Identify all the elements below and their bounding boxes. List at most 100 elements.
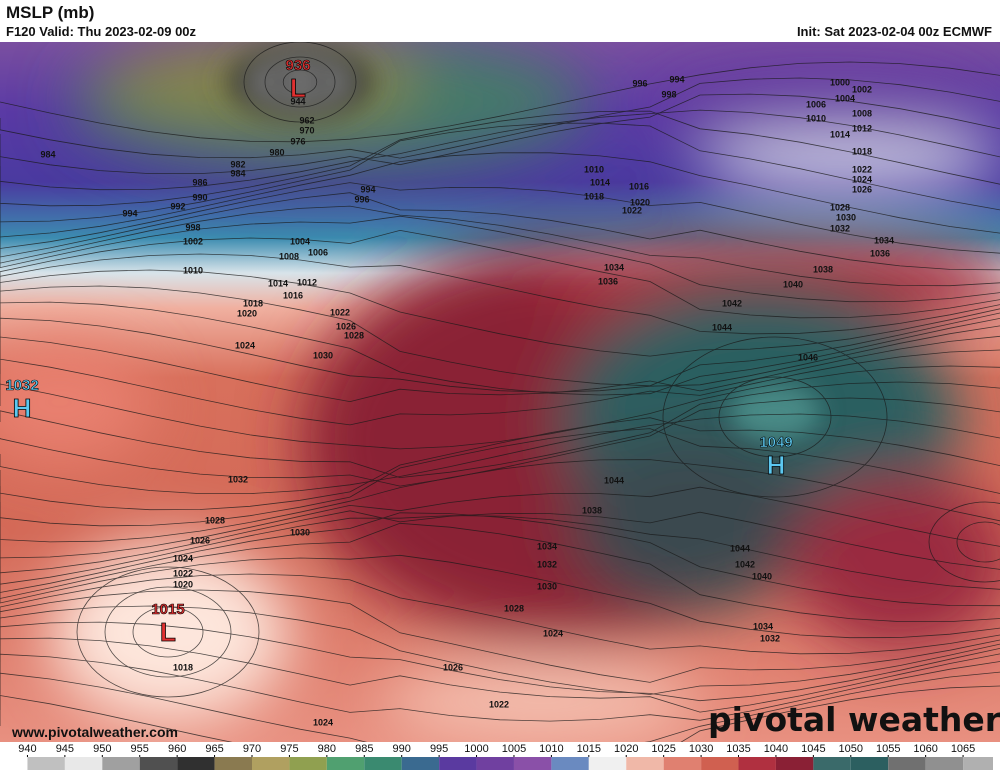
colorbar-label: 975: [280, 743, 298, 755]
isobar: [0, 653, 1000, 722]
isobar: [282, 69, 318, 95]
isobar-label: 1028: [830, 202, 850, 212]
isobar: [718, 376, 832, 458]
colorbar-label: 990: [393, 743, 411, 755]
website: www.pivotalweather.com: [12, 724, 178, 740]
isobar-label: 1020: [237, 308, 257, 318]
center-type: H: [767, 450, 786, 480]
isobar-label: 1000: [830, 77, 850, 87]
isobar: [0, 459, 1000, 543]
isobar-label: 1022: [173, 568, 193, 578]
isobar: [243, 42, 357, 123]
colorbar-segment: [289, 757, 327, 770]
isobar: [0, 637, 1000, 713]
isobar-label: 1006: [308, 247, 328, 257]
isobar-label: 976: [290, 136, 305, 146]
isobar: [0, 301, 1000, 396]
isobar-label: 1038: [813, 264, 833, 274]
isobar-label: 1038: [582, 505, 602, 515]
isobar-label: 1044: [712, 322, 732, 332]
center-type: L: [160, 617, 176, 647]
isobar: [0, 253, 1000, 335]
isobar-label: 998: [661, 89, 676, 99]
colorbar-segment: [326, 757, 365, 770]
isobar: [0, 554, 1000, 639]
isobar-label: 1014: [590, 177, 610, 187]
isobar: [0, 152, 1000, 238]
isobars: [0, 42, 1000, 742]
colorbar-segment: [551, 757, 589, 770]
colorbar-segment: [925, 757, 964, 770]
isobar-label: 1032: [537, 559, 557, 569]
center-type: L: [290, 73, 306, 103]
isobar-label: 1002: [852, 84, 872, 94]
colorbar-label: 980: [318, 743, 336, 755]
isobar: [0, 285, 1000, 387]
isobar-label: 986: [192, 177, 207, 187]
isobar: [0, 685, 1000, 742]
isobar-label: 1014: [830, 129, 850, 139]
isobar-label: 1044: [604, 475, 624, 485]
isobar-label: 1030: [290, 527, 310, 537]
isobar-label: 1022: [852, 164, 872, 174]
isobar-label: 994: [360, 184, 375, 194]
colorbar-label: 960: [168, 743, 186, 755]
isobar: [0, 365, 1000, 450]
valid-time: F120 Valid: Thu 2023-02-09 00z: [6, 24, 197, 39]
isobar-label: 1010: [584, 164, 604, 174]
isobar: [0, 93, 1000, 174]
isobar-label: 1028: [344, 330, 364, 340]
isobar-label: 1028: [205, 515, 225, 525]
colorbar-segment: [252, 757, 290, 770]
colorbar-segment: [588, 757, 627, 770]
isobar-label: 944: [290, 96, 305, 106]
colorbar-label: 1035: [726, 743, 750, 755]
map: 9849949929909869829849809769709629449981…: [0, 42, 1000, 742]
isobar-label: 1012: [852, 123, 872, 133]
isobar-label: 962: [299, 115, 314, 125]
isobar: [0, 512, 1000, 607]
colorbar-label: 1030: [689, 743, 713, 755]
isobar: [0, 335, 1000, 403]
colorbar-label: 1065: [951, 743, 975, 755]
isobar: [0, 573, 1000, 655]
isobar-label: 994: [669, 74, 684, 84]
isobar-label: 1030: [537, 581, 557, 591]
center-value: 1032: [5, 377, 38, 394]
isobar-label: 1012: [297, 277, 317, 287]
isobar: [0, 269, 1000, 357]
isobar-label: 1020: [173, 579, 193, 589]
colorbar-segment: [102, 757, 140, 770]
center-value: 1015: [151, 601, 184, 618]
isobar: [76, 566, 260, 698]
isobar-label: 1040: [752, 571, 772, 581]
isobar: [0, 229, 1000, 319]
colorbar-label: 1045: [801, 743, 825, 755]
colorbar-label: 1025: [651, 743, 675, 755]
colorbar-segment: [64, 757, 103, 770]
isobar-label: 1026: [190, 535, 210, 545]
isobar: [956, 521, 1000, 563]
isobar-label: 1014: [268, 278, 288, 288]
colorbar-label: 985: [355, 743, 373, 755]
colorbar-segment: [401, 757, 440, 770]
isobar-label: 984: [40, 149, 55, 159]
colorbar-label: 1060: [913, 743, 937, 755]
isobar-label: 1010: [183, 265, 203, 275]
isobar-label: 1030: [313, 350, 333, 360]
isobar-label: 1030: [836, 212, 856, 222]
isobar: [0, 192, 1000, 271]
colorbar-label: 1010: [539, 743, 563, 755]
isobar-label: 1034: [874, 235, 894, 245]
colorbar: 940 945 950 955 960 965 970 975 980 985 990 995 1000…: [18, 743, 993, 770]
isobar-label: 998: [185, 222, 200, 232]
isobar: [0, 215, 1000, 303]
isobar-label: 982: [230, 159, 245, 169]
isobar-label: 1002: [183, 236, 203, 246]
center-value: 1049: [759, 434, 792, 451]
isobar-label: 970: [299, 125, 314, 135]
isobar-label: 1010: [806, 113, 826, 123]
logo: pivotal weather: [708, 700, 1000, 739]
colorbar-segment: [626, 757, 664, 770]
vortex: [215, 42, 820, 440]
